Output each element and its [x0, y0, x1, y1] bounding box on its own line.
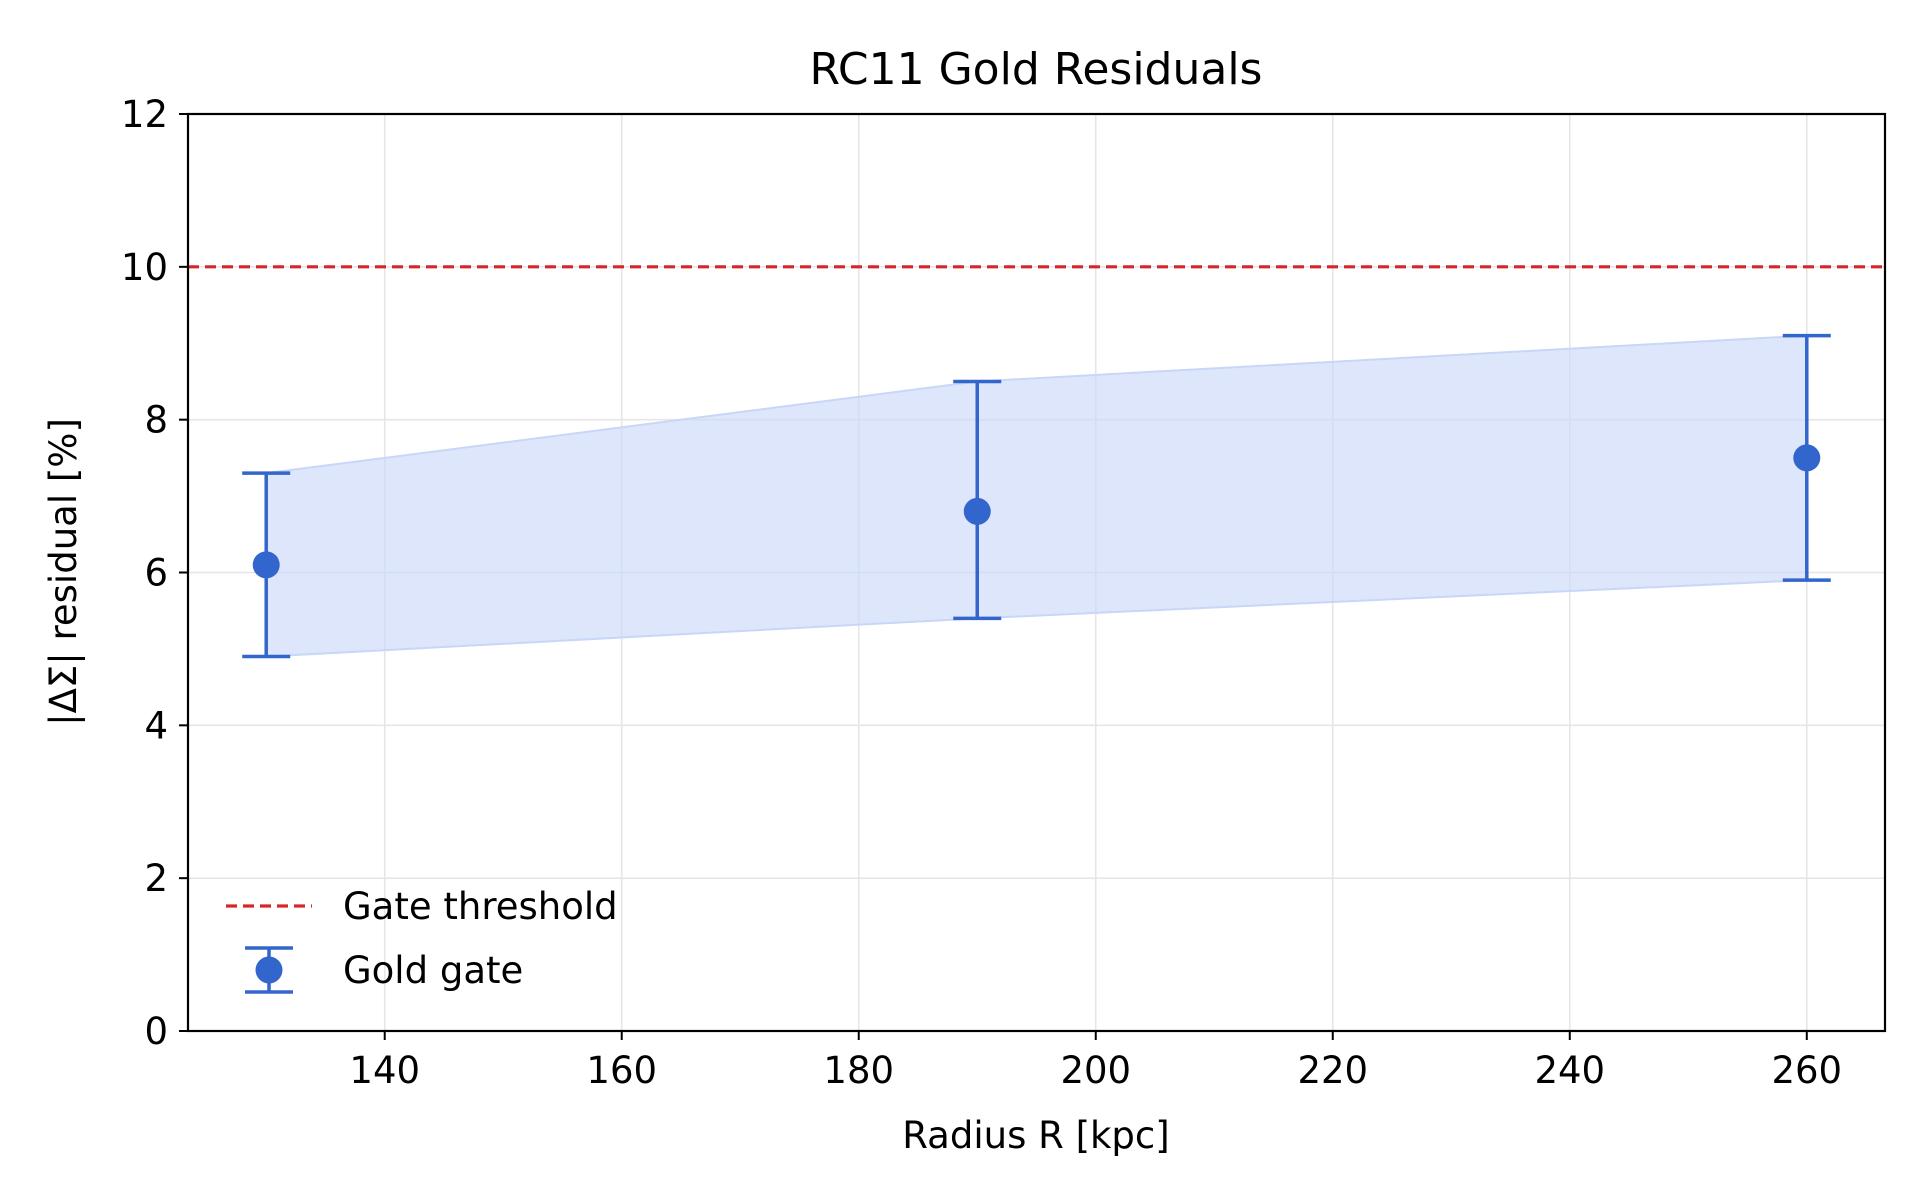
- x-tick-label: 220: [1297, 1049, 1368, 1092]
- legend: Gate threshold Gold gate: [226, 885, 618, 994]
- y-tick-label: 6: [144, 552, 168, 595]
- y-tick-label: 0: [144, 1010, 168, 1053]
- legend-threshold-label: Gate threshold: [343, 885, 618, 928]
- legend-series-label: Gold gate: [343, 949, 523, 992]
- y-tick-label: 4: [144, 704, 168, 747]
- y-axis-label: |ΔΣ| residual [%]: [42, 418, 85, 726]
- data-point: [252, 551, 280, 579]
- data-point: [963, 497, 991, 525]
- x-tick-label: 140: [349, 1049, 420, 1092]
- x-axis-label: Radius R [kpc]: [902, 1114, 1169, 1157]
- x-tick-label: 180: [823, 1049, 894, 1092]
- chart-title: RC11 Gold Residuals: [810, 44, 1263, 95]
- legend-series-swatch: [245, 946, 293, 994]
- y-tick-label: 10: [121, 246, 168, 289]
- x-tick-label: 200: [1060, 1049, 1131, 1092]
- data-points: [252, 444, 1821, 579]
- x-tick-label: 240: [1534, 1049, 1605, 1092]
- y-tick-label: 12: [121, 93, 168, 136]
- y-axis-ticks: 0 2 4 6 8 10 12: [121, 93, 188, 1053]
- x-tick-label: 160: [586, 1049, 657, 1092]
- y-tick-label: 2: [144, 857, 168, 900]
- x-axis-ticks: 140 160 180 200 220 240 260: [349, 1031, 1842, 1092]
- x-tick-label: 260: [1771, 1049, 1842, 1092]
- data-point: [1793, 444, 1821, 472]
- y-tick-label: 8: [144, 399, 168, 442]
- legend-point: [255, 956, 283, 984]
